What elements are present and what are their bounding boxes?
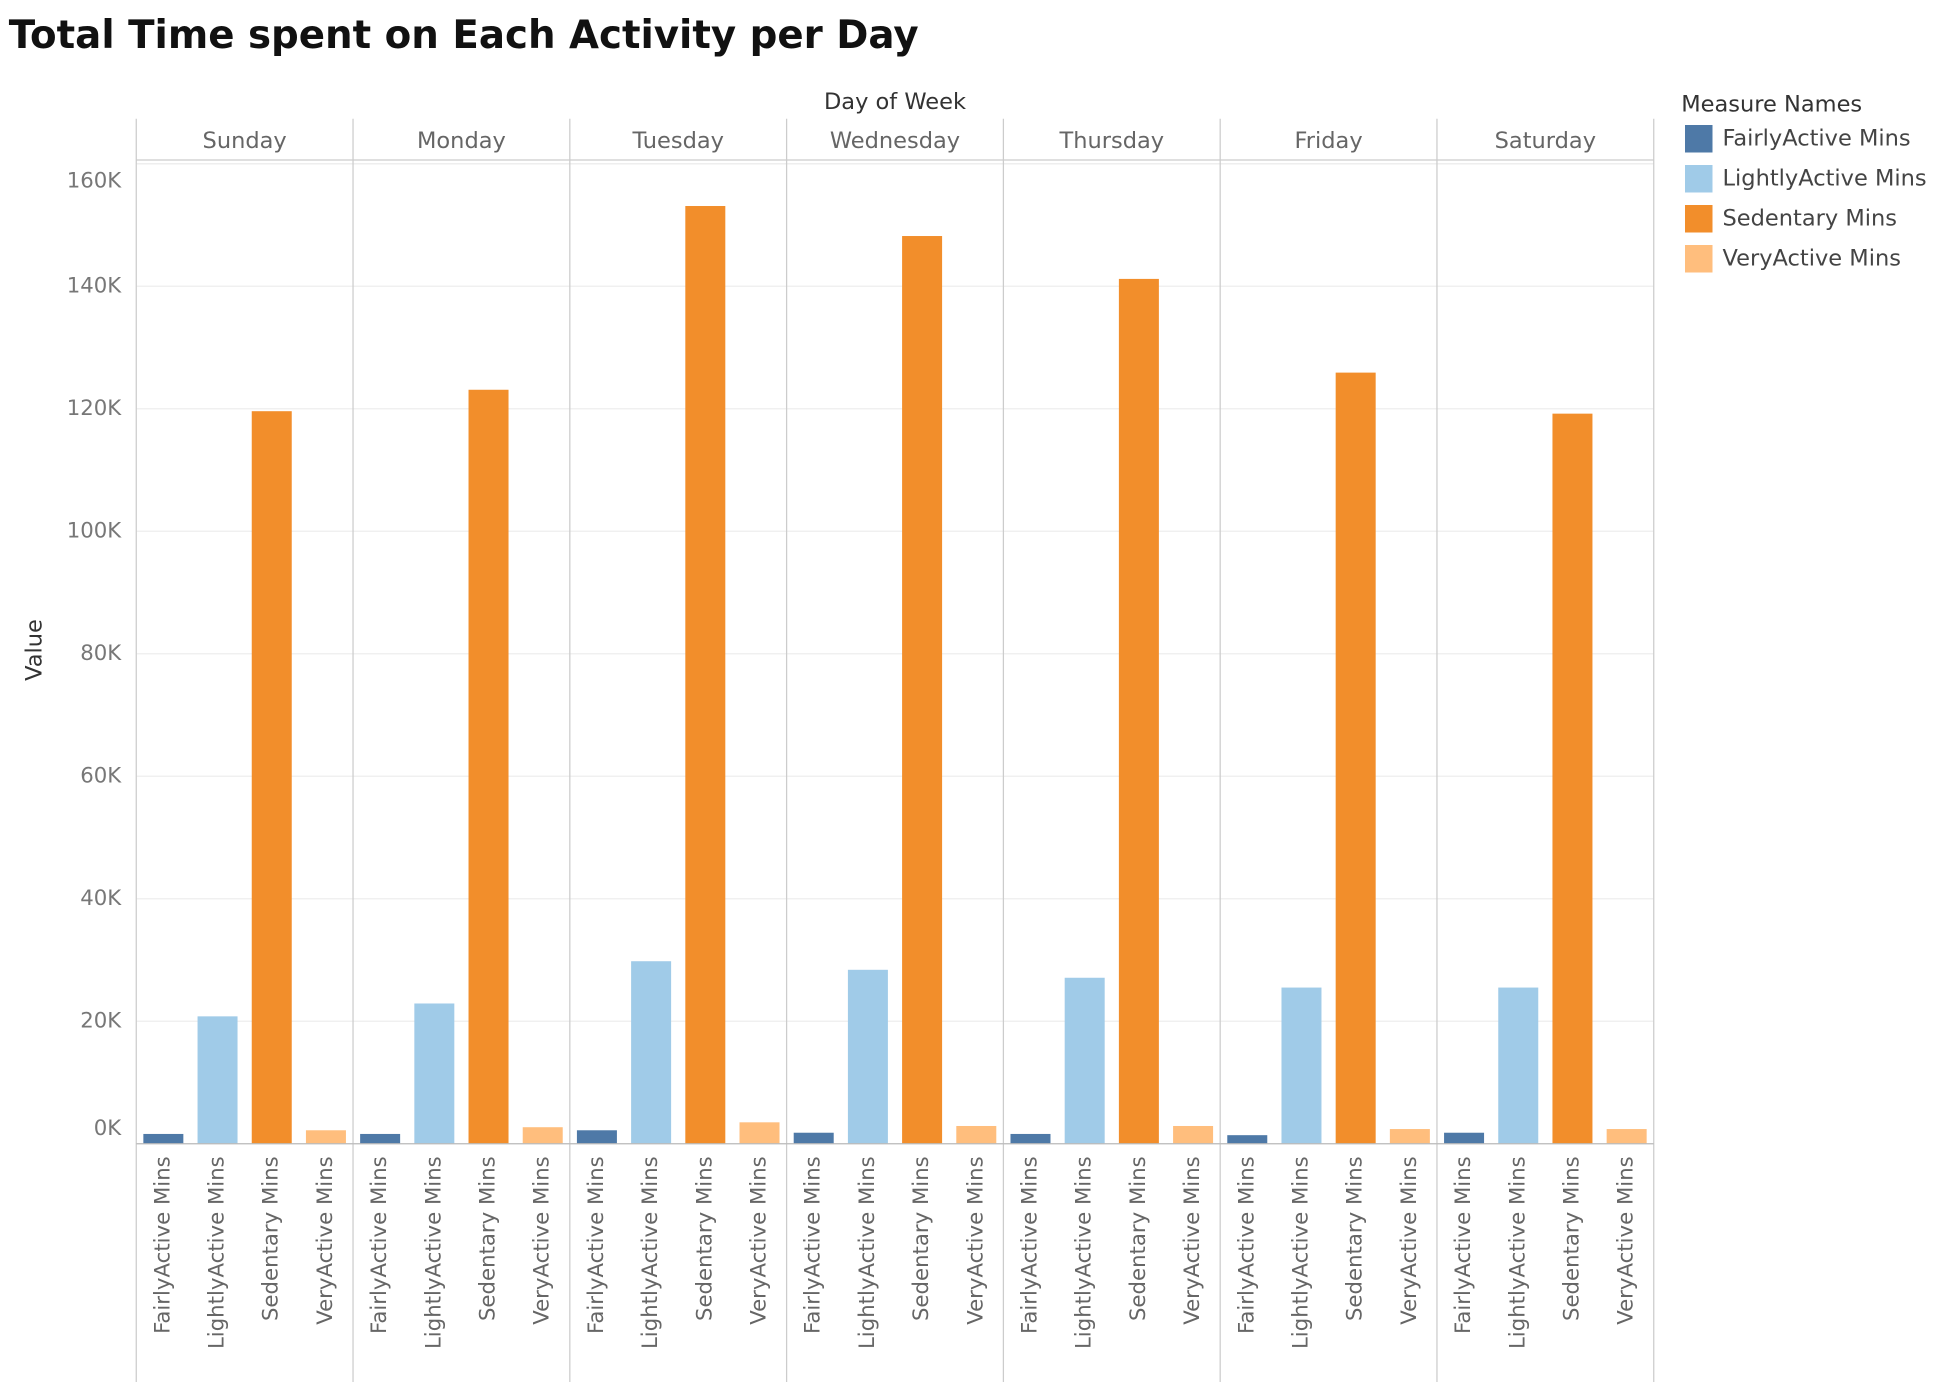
bar (305, 1130, 346, 1144)
facet-label: Sunday (203, 128, 287, 154)
x-tick-label: FairlyActive Mins (1451, 1156, 1476, 1334)
bar (1227, 1135, 1268, 1144)
y-tick-label: 120K (67, 396, 123, 421)
facet-label: Friday (1294, 128, 1362, 154)
legend-swatch (1685, 165, 1713, 193)
x-tick-label: LightlyActive Mins (1505, 1156, 1530, 1349)
bar (414, 1003, 455, 1144)
x-tick-label: Sedentary Mins (1559, 1156, 1584, 1321)
bar (1552, 413, 1593, 1144)
x-tick-label: Sedentary Mins (1126, 1156, 1151, 1321)
bar (685, 206, 726, 1144)
legend-swatch (1685, 205, 1713, 233)
legend-label: Sedentary Mins (1723, 205, 1898, 231)
x-tick-label: LightlyActive Mins (1072, 1156, 1097, 1349)
facet-label: Monday (417, 128, 506, 154)
x-tick-label: FairlyActive Mins (150, 1156, 175, 1334)
x-tick-label: LightlyActive Mins (855, 1156, 880, 1349)
y-tick-label: 100K (67, 518, 123, 543)
x-tick-label: VeryActive Mins (963, 1156, 988, 1325)
bar (1064, 977, 1105, 1144)
x-tick-label: VeryActive Mins (530, 1156, 555, 1325)
facet-label: Saturday (1495, 128, 1596, 154)
x-tick-label: Sedentary Mins (259, 1156, 284, 1321)
bar (1335, 372, 1376, 1144)
x-tick-label: FairlyActive Mins (1017, 1156, 1042, 1334)
x-tick-label: VeryActive Mins (313, 1156, 338, 1325)
bar (1498, 987, 1539, 1144)
bar (1389, 1129, 1430, 1144)
y-tick-label: 40K (80, 886, 122, 911)
x-tick-label: LightlyActive Mins (421, 1156, 446, 1349)
bar (1444, 1132, 1485, 1144)
x-tick-label: VeryActive Mins (1614, 1156, 1639, 1325)
bar (1281, 987, 1322, 1144)
x-tick-label: LightlyActive Mins (205, 1156, 230, 1349)
x-tick-label: LightlyActive Mins (638, 1156, 663, 1349)
facet-axis-title: Day of Week (824, 89, 966, 115)
bar (251, 411, 292, 1144)
y-tick-label: 0K (94, 1116, 123, 1141)
chart-title: Total Time spent on Each Activity per Da… (9, 13, 919, 58)
bar (847, 969, 888, 1144)
facet-label: Tuesday (631, 128, 724, 154)
bar (739, 1122, 780, 1144)
x-tick-label: VeryActive Mins (1180, 1156, 1205, 1325)
x-tick-label: FairlyActive Mins (801, 1156, 826, 1334)
bar (1606, 1129, 1647, 1144)
bar (1010, 1133, 1051, 1144)
x-tick-label: FairlyActive Mins (584, 1156, 609, 1334)
bar (1118, 278, 1159, 1144)
legend-label: VeryActive Mins (1723, 245, 1901, 271)
legend-label: LightlyActive Mins (1723, 165, 1927, 191)
x-tick-label: Sedentary Mins (476, 1156, 501, 1321)
bar (143, 1133, 184, 1144)
facet-label: Thursday (1058, 128, 1164, 154)
y-tick-label: 160K (67, 168, 123, 193)
bar (956, 1125, 997, 1144)
bar (902, 236, 943, 1144)
bar (522, 1127, 563, 1144)
x-tick-label: VeryActive Mins (747, 1156, 772, 1325)
legend-title: Measure Names (1681, 92, 1862, 118)
y-axis-title: Value (22, 619, 48, 681)
y-tick-label: 20K (80, 1008, 122, 1033)
y-tick-label: 60K (80, 763, 122, 788)
x-tick-label: LightlyActive Mins (1288, 1156, 1313, 1349)
bar (793, 1132, 834, 1144)
x-tick-label: FairlyActive Mins (367, 1156, 392, 1334)
legend-swatch (1685, 125, 1713, 153)
x-tick-label: Sedentary Mins (909, 1156, 934, 1321)
bar (576, 1130, 617, 1144)
bar (468, 389, 509, 1144)
x-tick-label: Sedentary Mins (1343, 1156, 1368, 1321)
legend-swatch (1685, 245, 1713, 273)
x-tick-label: VeryActive Mins (1397, 1156, 1422, 1325)
x-tick-label: Sedentary Mins (692, 1156, 717, 1321)
bar (1173, 1125, 1214, 1144)
y-tick-label: 140K (67, 273, 123, 298)
x-tick-label: FairlyActive Mins (1234, 1156, 1259, 1334)
bar (197, 1016, 238, 1144)
y-tick-label: 80K (80, 641, 122, 666)
facet-label: Wednesday (830, 128, 960, 154)
legend-label: FairlyActive Mins (1723, 125, 1911, 151)
bar (360, 1133, 401, 1144)
bar (631, 961, 672, 1144)
